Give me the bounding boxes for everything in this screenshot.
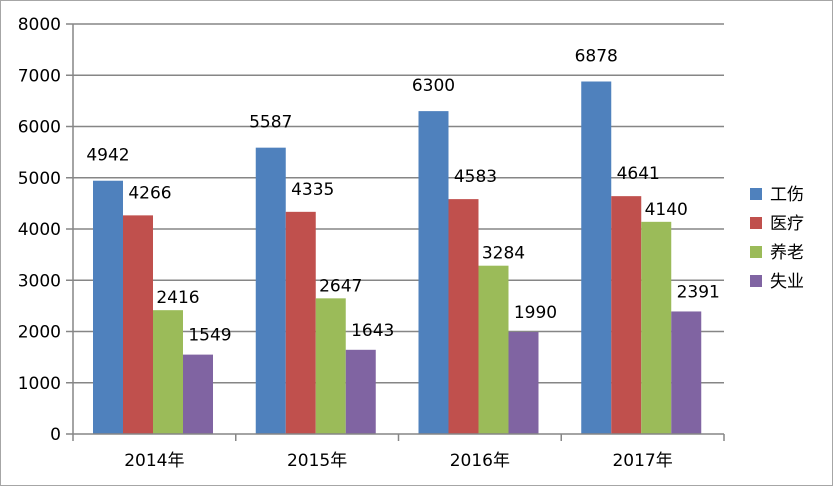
data-label: 4641 bbox=[617, 164, 660, 184]
data-label: 1990 bbox=[514, 303, 557, 323]
bar bbox=[315, 298, 346, 434]
bar bbox=[448, 199, 479, 434]
y-tick-label: 2000 bbox=[18, 323, 61, 343]
x-tick-label: 2017年 bbox=[612, 451, 672, 471]
bar bbox=[478, 265, 509, 434]
y-tick-label: 1000 bbox=[18, 374, 61, 394]
legend-swatch bbox=[750, 275, 762, 287]
legend-label: 医疗 bbox=[770, 214, 804, 234]
bar bbox=[611, 196, 642, 434]
bar bbox=[153, 310, 183, 434]
data-label: 6878 bbox=[575, 47, 618, 67]
data-label: 4583 bbox=[454, 167, 497, 187]
bar bbox=[93, 180, 123, 434]
y-tick-label: 0 bbox=[50, 425, 61, 445]
bar bbox=[581, 81, 612, 434]
bar bbox=[123, 215, 153, 434]
data-label: 2391 bbox=[677, 282, 720, 302]
data-label: 4335 bbox=[291, 180, 334, 200]
data-label: 1549 bbox=[188, 326, 231, 346]
data-labels: 4942 4266 2416 1549 5587 4335 2647 1643 6300 4583… bbox=[86, 47, 720, 346]
bar bbox=[255, 147, 286, 434]
data-label: 4140 bbox=[645, 200, 688, 220]
data-label: 4266 bbox=[128, 183, 171, 203]
x-tick-label: 2015年 bbox=[287, 451, 347, 471]
y-tick-label: 8000 bbox=[18, 15, 61, 35]
bar bbox=[508, 332, 539, 434]
y-tick-label: 7000 bbox=[18, 66, 61, 86]
legend-label: 失业 bbox=[770, 272, 804, 292]
data-label: 4942 bbox=[86, 146, 129, 166]
axes: 0 1000 2000 3000 4000 5000 6000 7000 8000 2014年 20… bbox=[18, 15, 725, 471]
data-label: 5587 bbox=[249, 113, 292, 133]
data-label: 6300 bbox=[412, 76, 455, 96]
y-tick-label: 3000 bbox=[18, 271, 61, 291]
bars bbox=[93, 81, 702, 434]
bar bbox=[671, 311, 702, 434]
bar bbox=[183, 354, 213, 434]
data-label: 2416 bbox=[156, 288, 199, 308]
bar bbox=[641, 221, 672, 434]
bar bbox=[345, 349, 376, 434]
x-tick-label: 2014年 bbox=[124, 451, 184, 471]
data-label: 1643 bbox=[351, 321, 394, 341]
x-tick-label: 2016年 bbox=[450, 451, 510, 471]
y-tick-label: 4000 bbox=[18, 220, 61, 240]
bar bbox=[418, 111, 449, 434]
legend-label: 工伤 bbox=[770, 185, 804, 205]
legend-swatch bbox=[750, 188, 762, 200]
legend-swatch bbox=[750, 246, 762, 258]
data-label: 3284 bbox=[482, 244, 525, 264]
bar bbox=[285, 211, 316, 434]
y-tick-label: 6000 bbox=[18, 118, 61, 138]
legend-swatch bbox=[750, 217, 762, 229]
y-tick-label: 5000 bbox=[18, 169, 61, 189]
data-label: 2647 bbox=[319, 276, 362, 296]
legend-label: 养老 bbox=[770, 243, 804, 263]
